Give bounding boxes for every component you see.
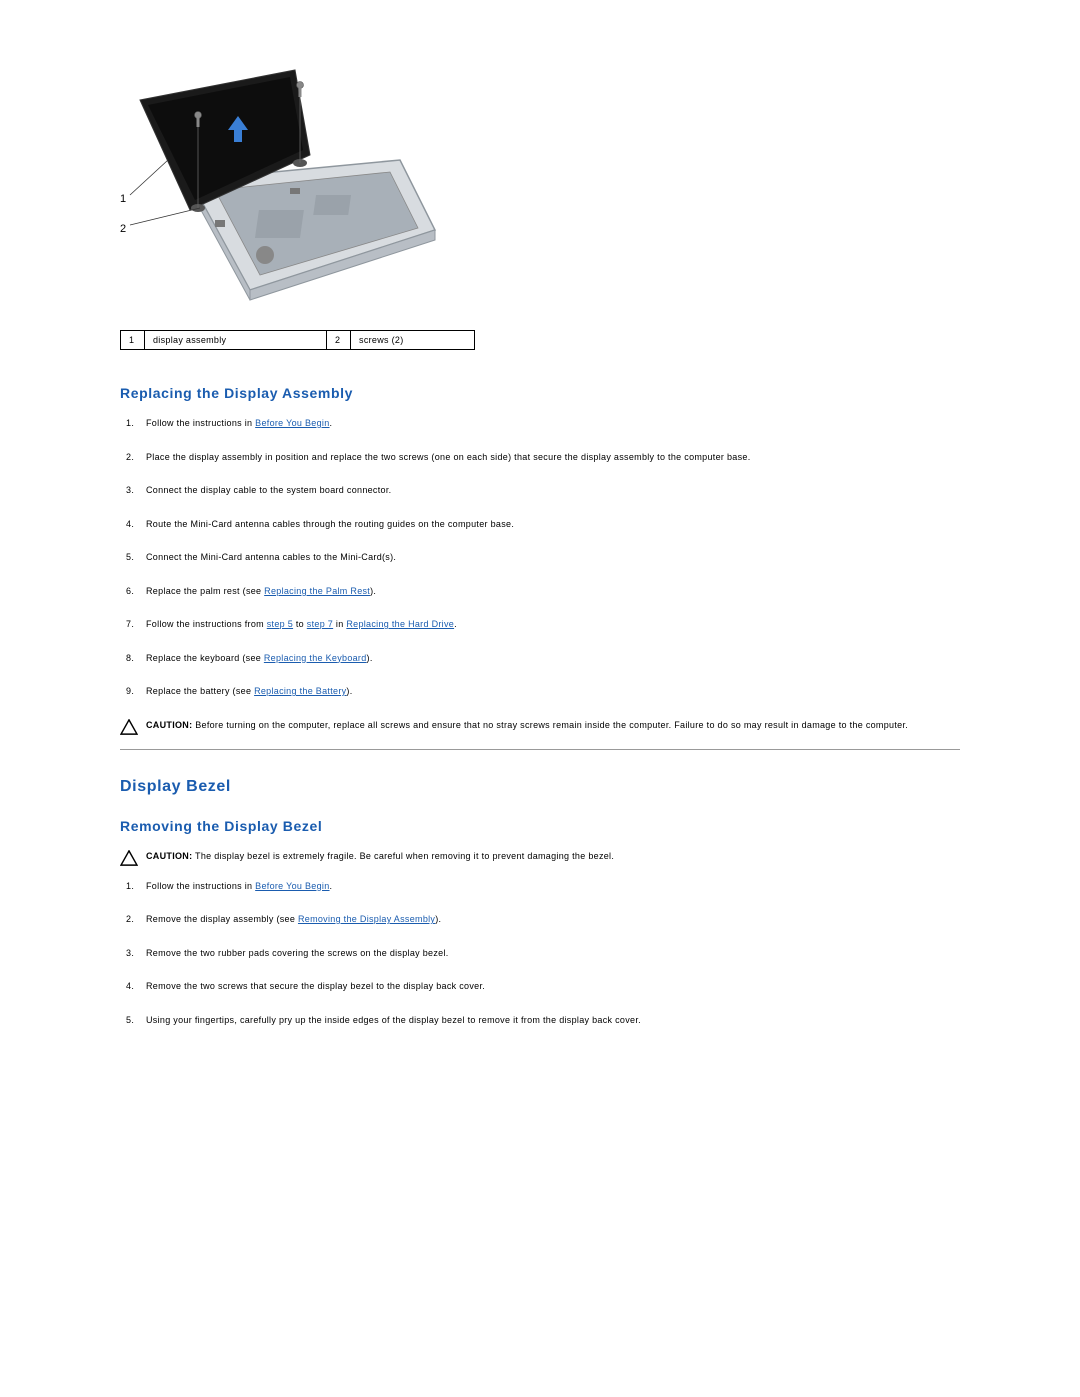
before-you-begin-link-2[interactable]: Before You Begin xyxy=(255,881,329,891)
display-assembly-diagram: 1 2 xyxy=(120,60,440,310)
legend-label-2: screws (2) xyxy=(351,331,475,350)
list-item: Remove the two screws that secure the di… xyxy=(120,980,960,994)
replacing-keyboard-link[interactable]: Replacing the Keyboard xyxy=(264,653,367,663)
list-item: Follow the instructions in Before You Be… xyxy=(120,880,960,894)
caution-icon xyxy=(120,719,138,735)
replacing-palm-rest-link[interactable]: Replacing the Palm Rest xyxy=(264,586,370,596)
list-item: Connect the display cable to the system … xyxy=(120,484,960,498)
step5-link[interactable]: step 5 xyxy=(267,619,293,629)
callout-2-label: 2 xyxy=(120,223,126,235)
caution-text: CAUTION: Before turning on the computer,… xyxy=(146,719,908,732)
list-item: Follow the instructions in Before You Be… xyxy=(120,417,960,431)
caution-text-2: CAUTION: The display bezel is extremely … xyxy=(146,850,614,863)
list-item: Connect the Mini-Card antenna cables to … xyxy=(120,551,960,565)
before-you-begin-link[interactable]: Before You Begin xyxy=(255,418,329,428)
table-row: 1 display assembly 2 screws (2) xyxy=(121,331,475,350)
replacing-hard-drive-link[interactable]: Replacing the Hard Drive xyxy=(346,619,454,629)
list-item: Place the display assembly in position a… xyxy=(120,451,960,465)
legend-table: 1 display assembly 2 screws (2) xyxy=(120,330,475,350)
removing-display-assembly-link[interactable]: Removing the Display Assembly xyxy=(298,914,435,924)
list-item: Follow the instructions from step 5 to s… xyxy=(120,618,960,632)
removing-display-bezel-heading: Removing the Display Bezel xyxy=(120,818,960,834)
list-item: Remove the display assembly (see Removin… xyxy=(120,913,960,927)
legend-num-2: 2 xyxy=(327,331,351,350)
caution-block-2: CAUTION: The display bezel is extremely … xyxy=(120,850,960,866)
list-item: Replace the battery (see Replacing the B… xyxy=(120,685,960,699)
list-item: Replace the palm rest (see Replacing the… xyxy=(120,585,960,599)
legend-num-1: 1 xyxy=(121,331,145,350)
list-item: Using your fingertips, carefully pry up … xyxy=(120,1014,960,1028)
list-item: Replace the keyboard (see Replacing the … xyxy=(120,652,960,666)
section-divider xyxy=(120,749,960,750)
removing-steps: Follow the instructions in Before You Be… xyxy=(120,880,960,1028)
caution-icon xyxy=(120,850,138,866)
replacing-battery-link[interactable]: Replacing the Battery xyxy=(254,686,346,696)
replacing-steps: Follow the instructions in Before You Be… xyxy=(120,417,960,699)
step7-link[interactable]: step 7 xyxy=(307,619,333,629)
list-item: Route the Mini-Card antenna cables throu… xyxy=(120,518,960,532)
display-bezel-heading: Display Bezel xyxy=(120,778,960,796)
caution-block: CAUTION: Before turning on the computer,… xyxy=(120,719,960,735)
replacing-display-assembly-heading: Replacing the Display Assembly xyxy=(120,385,960,401)
list-item: Remove the two rubber pads covering the … xyxy=(120,947,960,961)
callout-1-label: 1 xyxy=(120,193,126,205)
legend-label-1: display assembly xyxy=(145,331,327,350)
